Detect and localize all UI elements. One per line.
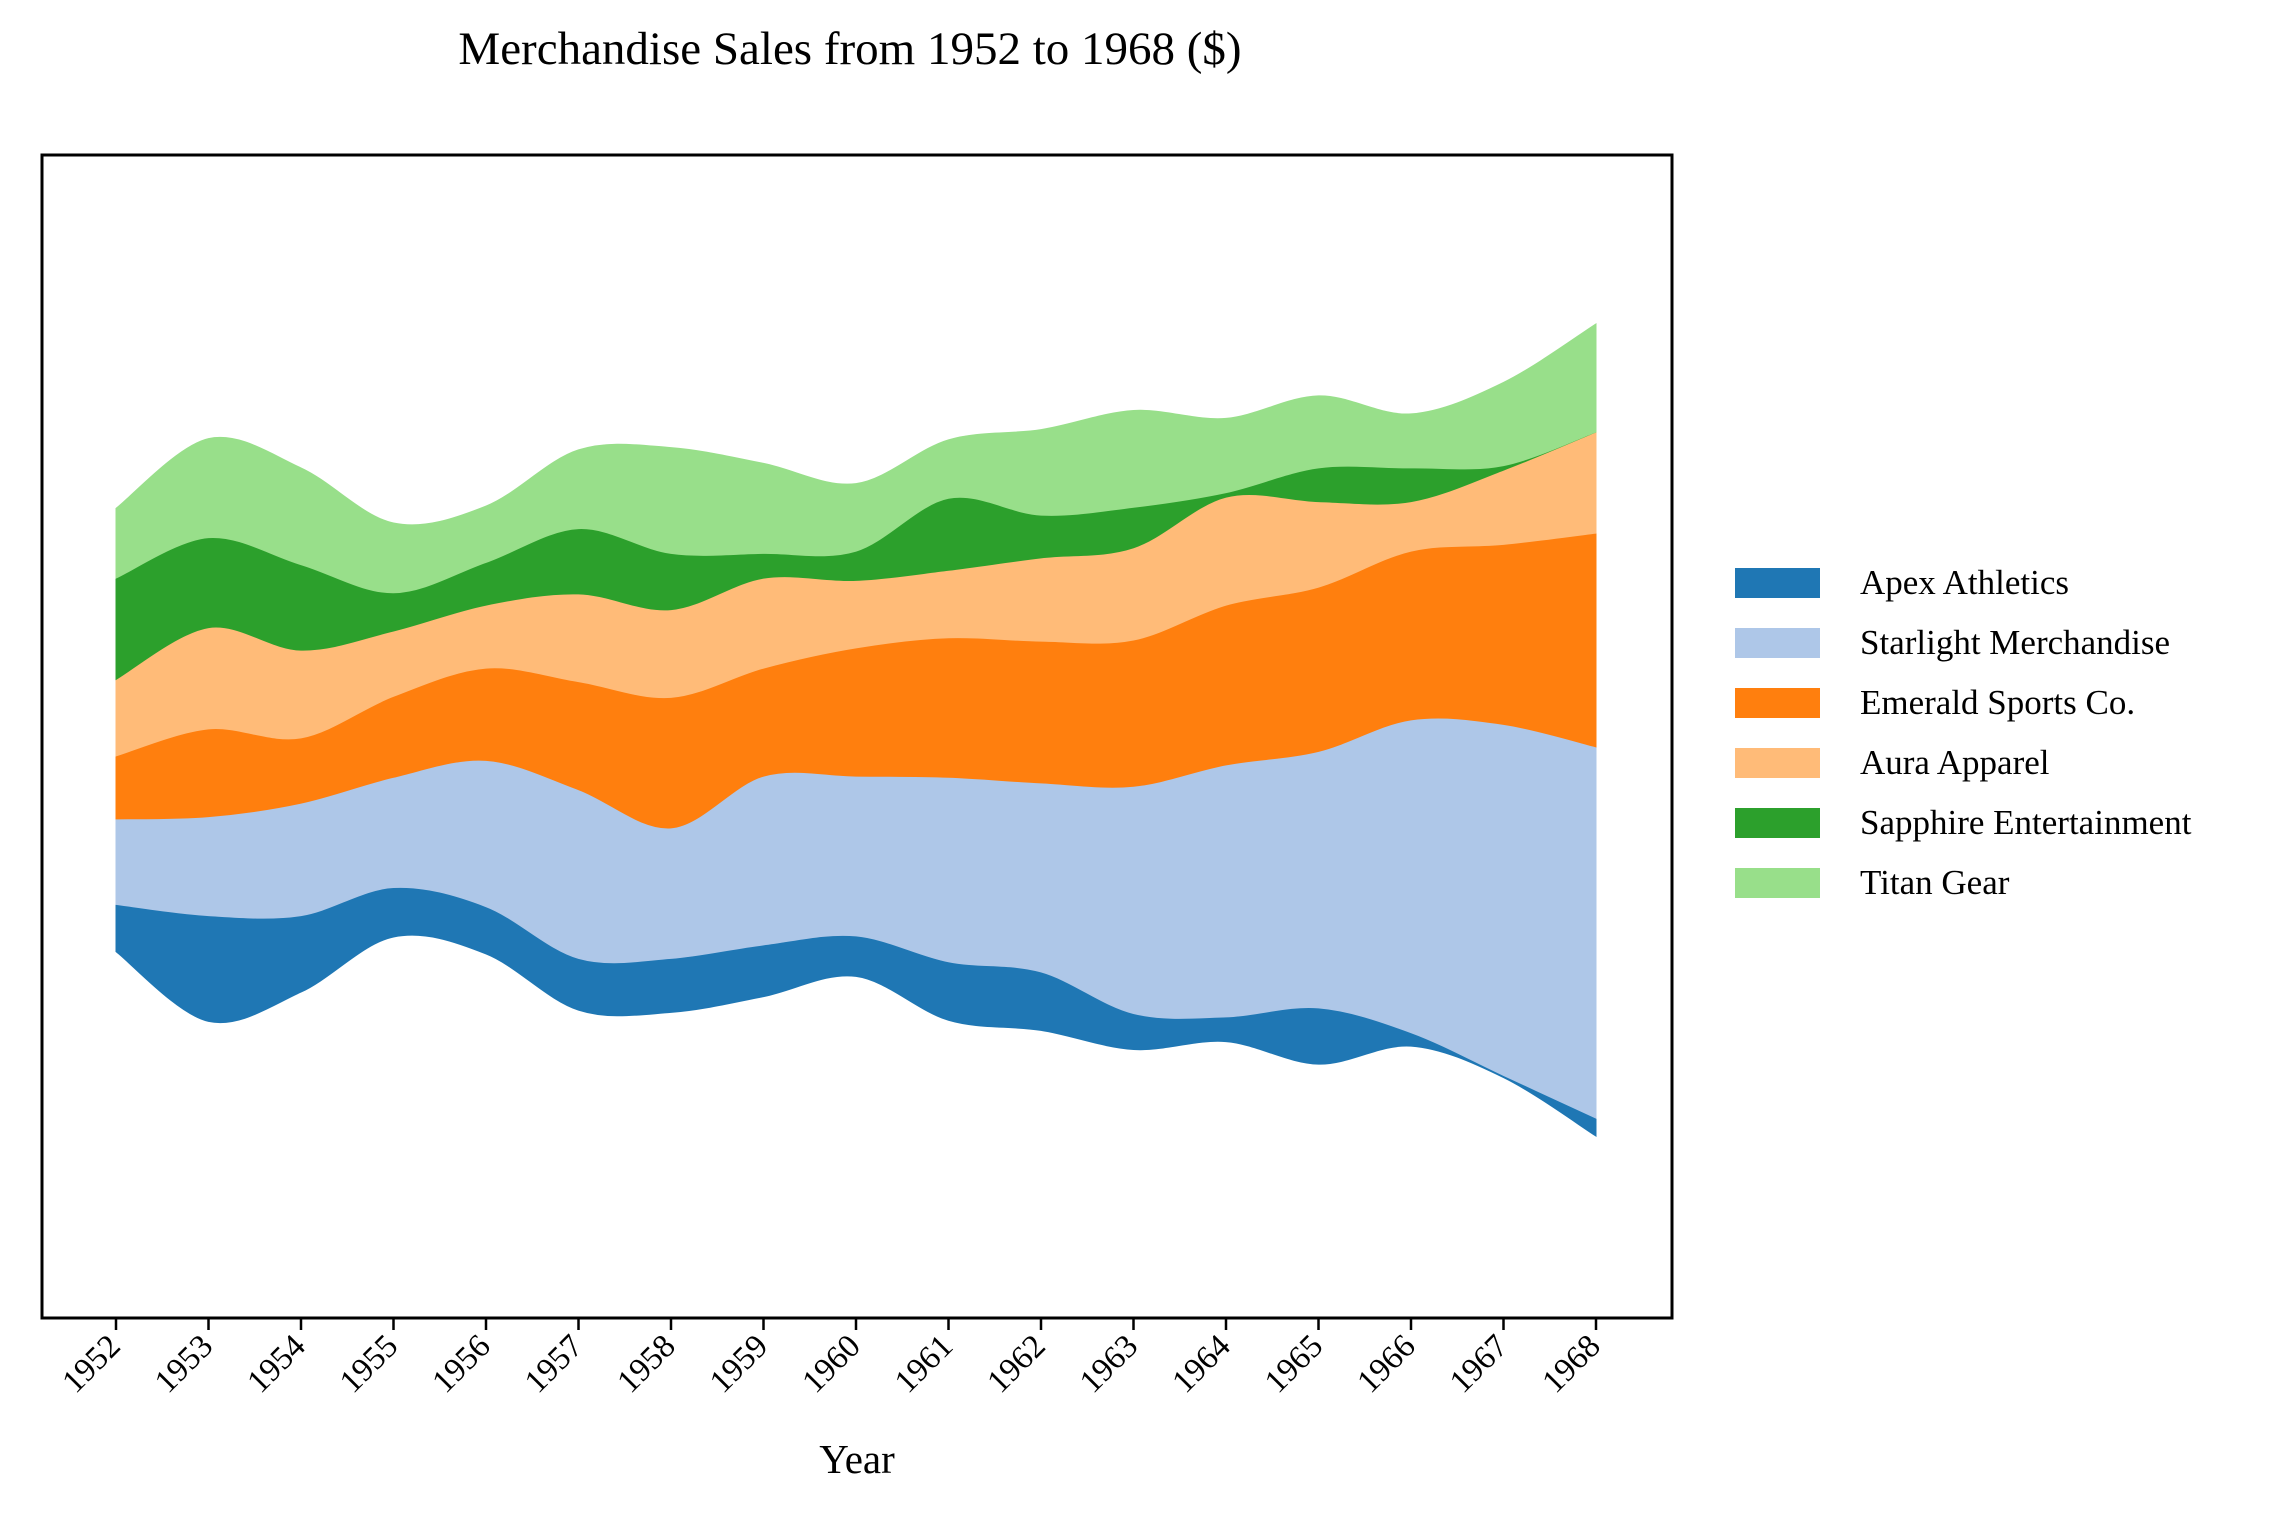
legend-swatch <box>1735 688 1820 718</box>
legend-swatch <box>1735 568 1820 598</box>
legend-swatch <box>1735 748 1820 778</box>
x-tick-label: 1964 <box>1166 1328 1238 1400</box>
x-tick-label: 1965 <box>1258 1328 1330 1400</box>
legend-swatch <box>1735 628 1820 658</box>
x-tick-label: 1958 <box>611 1328 683 1400</box>
x-tick-label: 1962 <box>981 1328 1053 1400</box>
x-tick-label: 1953 <box>148 1328 220 1400</box>
x-tick-label: 1967 <box>1443 1328 1515 1400</box>
legend-label: Sapphire Entertainment <box>1860 803 2192 842</box>
stream-area-titan-gear <box>115 322 1597 594</box>
x-tick-label: 1955 <box>333 1328 405 1400</box>
legend-label: Starlight Merchandise <box>1860 623 2171 662</box>
legend-swatch <box>1735 808 1820 838</box>
legend-label: Titan Gear <box>1860 863 2010 902</box>
legend-label: Apex Athletics <box>1860 563 2069 602</box>
legend-label: Emerald Sports Co. <box>1860 683 2136 722</box>
legend-swatch <box>1735 868 1820 898</box>
x-tick-label: 1957 <box>518 1328 590 1400</box>
x-tick-label: 1961 <box>888 1328 960 1400</box>
x-tick-label: 1968 <box>1536 1328 1608 1400</box>
x-tick-label: 1963 <box>1073 1328 1145 1400</box>
chart-title: Merchandise Sales from 1952 to 1968 ($) <box>458 23 1242 75</box>
x-tick-label: 1966 <box>1351 1328 1423 1400</box>
stream-areas <box>115 322 1597 1138</box>
x-axis-label: Year <box>819 1436 895 1482</box>
x-tick-label: 1959 <box>703 1328 775 1400</box>
x-axis-ticks: 1952 1953 1954 1955 1956 1957 1958 1959 1960 1961… <box>56 1318 1608 1400</box>
legend-label: Aura Apparel <box>1860 743 2050 782</box>
x-tick-label: 1956 <box>426 1328 498 1400</box>
x-tick-label: 1960 <box>796 1328 868 1400</box>
x-tick-label: 1954 <box>241 1328 313 1400</box>
x-tick-label: 1952 <box>56 1328 128 1400</box>
